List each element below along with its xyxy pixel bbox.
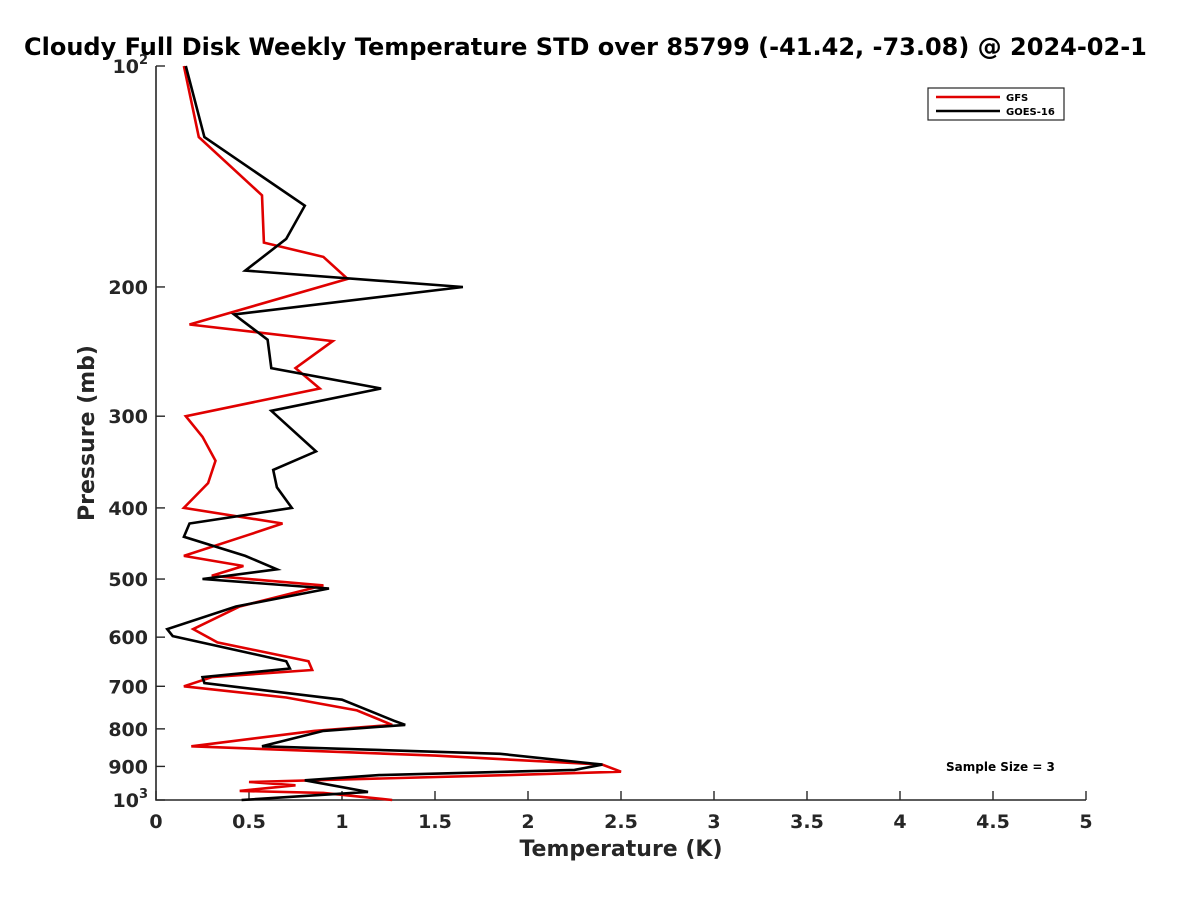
- y-tick-label: 400: [108, 498, 148, 520]
- series-line-goes16: [165, 65, 603, 802]
- legend-box: [927, 87, 1065, 121]
- y-tick-label: 600: [108, 627, 148, 649]
- legend-label-gfs: GFS: [1006, 93, 1028, 104]
- y-tick-label: 800: [108, 719, 148, 741]
- chart-title: Cloudy Full Disk Weekly Temperature STD …: [24, 33, 1147, 61]
- x-axis: 0 0.5 1 1.5 2 2.5 3 3.5 4 4.5 5: [149, 791, 1093, 833]
- y-tick-label: 900: [108, 756, 148, 778]
- y-tick-label: 102: [113, 53, 149, 78]
- x-tick-label: 5: [1079, 811, 1092, 833]
- x-axis-label: Temperature (K): [519, 837, 722, 862]
- y-tick-label: 103: [113, 787, 149, 812]
- x-tick-label: 3: [707, 811, 720, 833]
- x-tick-label: 3.5: [790, 811, 824, 833]
- y-axis: 102 200 300 400 500 600 700 800 900 103: [108, 53, 165, 812]
- y-tick-label: 200: [108, 277, 148, 299]
- y-tick-label: 500: [108, 569, 148, 591]
- legend: GFS GOES-16: [927, 87, 1065, 121]
- y-axis-label: Pressure (mb): [75, 345, 100, 521]
- series-line-gfs: [181, 65, 622, 802]
- x-tick-label: 4: [893, 811, 906, 833]
- x-tick-label: 2.5: [604, 811, 638, 833]
- x-tick-label: 0.5: [232, 811, 266, 833]
- y-tick-label: 300: [108, 406, 148, 428]
- y-tick-label: 700: [108, 676, 148, 698]
- x-tick-label: 4.5: [976, 811, 1010, 833]
- x-tick-label: 1.5: [418, 811, 452, 833]
- x-tick-label: 0: [149, 811, 162, 833]
- series-layer: [165, 65, 622, 802]
- x-tick-label: 2: [521, 811, 534, 833]
- x-tick-label: 1: [335, 811, 348, 833]
- legend-label-goes16: GOES-16: [1006, 107, 1055, 118]
- sample-size-annotation: Sample Size = 3: [946, 760, 1055, 774]
